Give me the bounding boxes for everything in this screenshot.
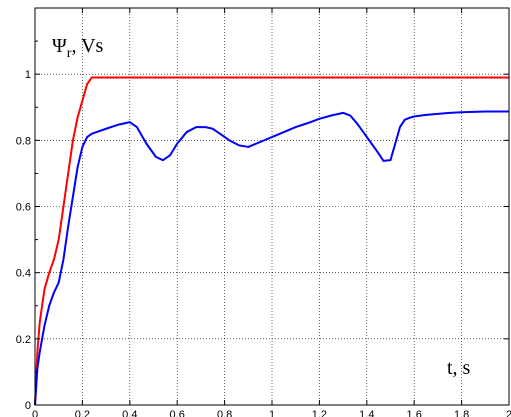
- y-axis-label-symbol: Ψ: [52, 35, 67, 57]
- y-tick-label: 0.8: [16, 135, 31, 147]
- y-axis-label-subscript: r: [67, 46, 72, 61]
- x-tick-label: 1: [269, 409, 275, 417]
- y-tick-label: 0.6: [16, 202, 31, 214]
- series-line-blue: [34, 110, 509, 406]
- x-tick-label: 1.2: [312, 409, 327, 417]
- x-tick-label: 0.8: [217, 409, 232, 417]
- x-tick-label: 1.4: [359, 409, 374, 417]
- x-tick-label: 1.6: [407, 409, 422, 417]
- x-tick-label: 0.4: [122, 409, 137, 417]
- series-line-red: [34, 76, 509, 406]
- ticks: [34, 8, 510, 406]
- y-tick-label: 0.2: [16, 334, 31, 346]
- x-tick-label: 0.6: [170, 409, 185, 417]
- tick-labels: 0 0.2 0.4 0.6 0.8 1 1.2 1.4 1.6 1.8 2 0 0.2 0.4 0.6 0.8…: [16, 69, 511, 417]
- y-axis-label: Ψr, Vs: [52, 35, 104, 61]
- y-tick-label: 1: [25, 69, 31, 81]
- x-tick-label: 0.2: [75, 409, 90, 417]
- x-axis-label: t, s: [447, 357, 471, 379]
- y-axis-label-unit: , Vs: [71, 35, 103, 57]
- y-tick-label: 0.4: [16, 268, 31, 280]
- x-tick-label: 0: [32, 409, 38, 417]
- series-layer: [34, 76, 509, 406]
- x-tick-label: 1.8: [454, 409, 469, 417]
- grid: [35, 8, 509, 405]
- y-tick-label: 0: [25, 400, 31, 412]
- x-tick-label: 2: [506, 409, 511, 417]
